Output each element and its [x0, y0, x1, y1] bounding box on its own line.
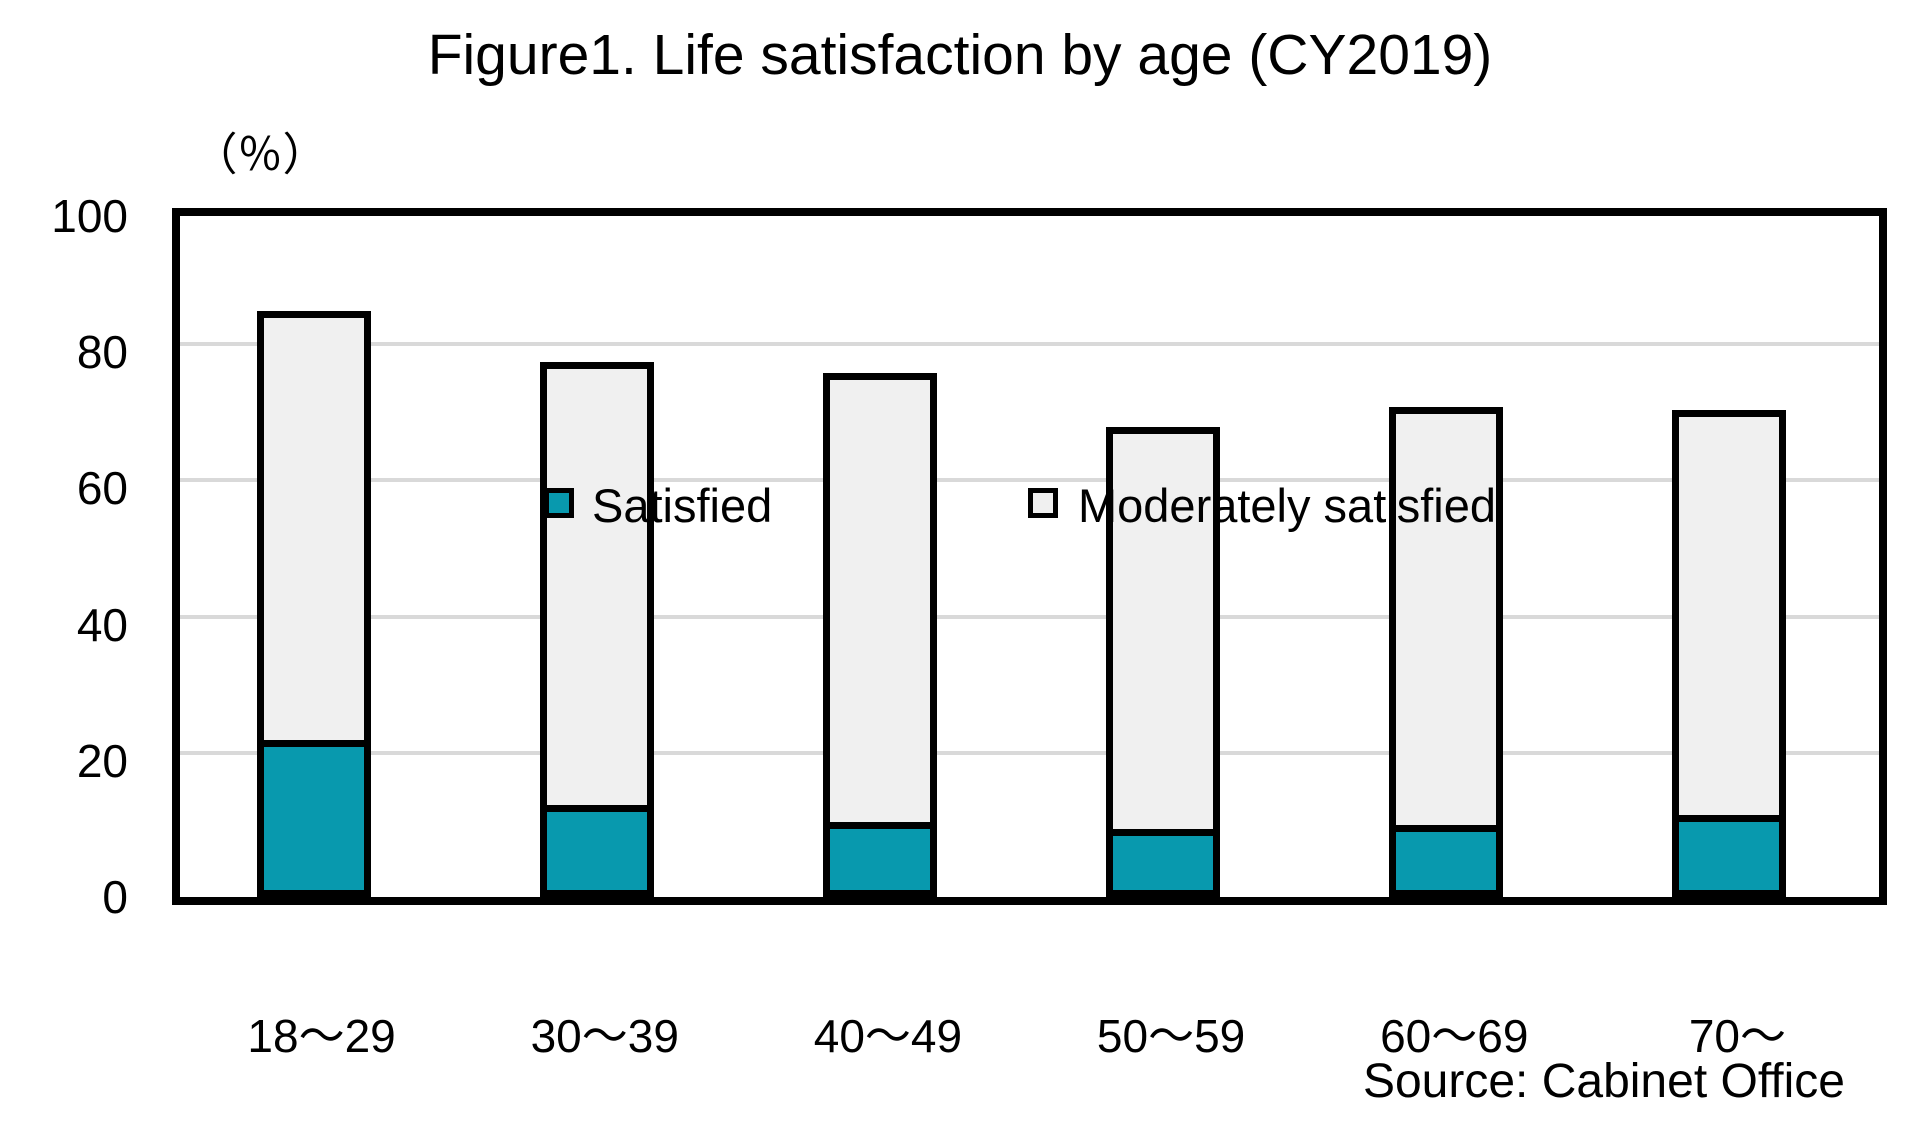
y-tick-label-60: 60	[76, 462, 128, 515]
gridline-40	[180, 614, 1879, 619]
bar-segment-satisfied-18～29	[263, 740, 364, 890]
legend-marker-moderately-satisfied	[1028, 488, 1058, 518]
x-tick-label-40～49: 40～49	[813, 1010, 963, 1062]
bar-segment-satisfied-50～59	[1113, 829, 1214, 890]
gridline-60	[180, 478, 1879, 483]
legend-label-satisfied: Satisfied	[592, 479, 773, 532]
plot-area: Satisfied Moderately satisfied	[172, 208, 1887, 905]
bar-18～29	[256, 311, 371, 897]
y-axis-unit-label: （％）	[192, 129, 328, 180]
x-tick-label-70～: 70～	[1688, 1010, 1786, 1062]
y-tick-label-0: 0	[102, 871, 128, 923]
x-tick-label-30～39: 30～39	[530, 1010, 679, 1062]
gridline-80	[180, 342, 1879, 347]
source-note: Source: Cabinet Office	[1362, 1055, 1845, 1108]
x-tick-label-50～59: 50～59	[1096, 1010, 1246, 1062]
x-tick-label-18～29: 18～29	[247, 1010, 396, 1062]
y-tick-label-100: 100	[51, 190, 128, 242]
bar-segment-satisfied-60～69	[1396, 825, 1497, 890]
legend-label-moderately-satisfied: Moderately satisfied	[1078, 479, 1496, 532]
bar-50～59	[1106, 427, 1221, 897]
bar-segment-satisfied-70～	[1679, 815, 1780, 890]
gridline-20	[180, 750, 1879, 755]
chart-title: Figure1. Life satisfaction by age (CY201…	[427, 23, 1493, 87]
bar-30～39	[539, 362, 654, 897]
bar-40～49	[822, 373, 937, 897]
y-tick-label-20: 20	[76, 734, 128, 787]
x-tick-label-60～69: 60～69	[1380, 1010, 1529, 1062]
bar-60～69	[1389, 407, 1504, 897]
bar-segment-satisfied-30～39	[546, 805, 647, 890]
bar-70～	[1672, 410, 1787, 897]
y-tick-label-40: 40	[76, 598, 128, 651]
legend-marker-satisfied	[544, 488, 574, 518]
y-tick-label-80: 80	[76, 326, 128, 379]
bar-segment-satisfied-40～49	[829, 822, 930, 890]
